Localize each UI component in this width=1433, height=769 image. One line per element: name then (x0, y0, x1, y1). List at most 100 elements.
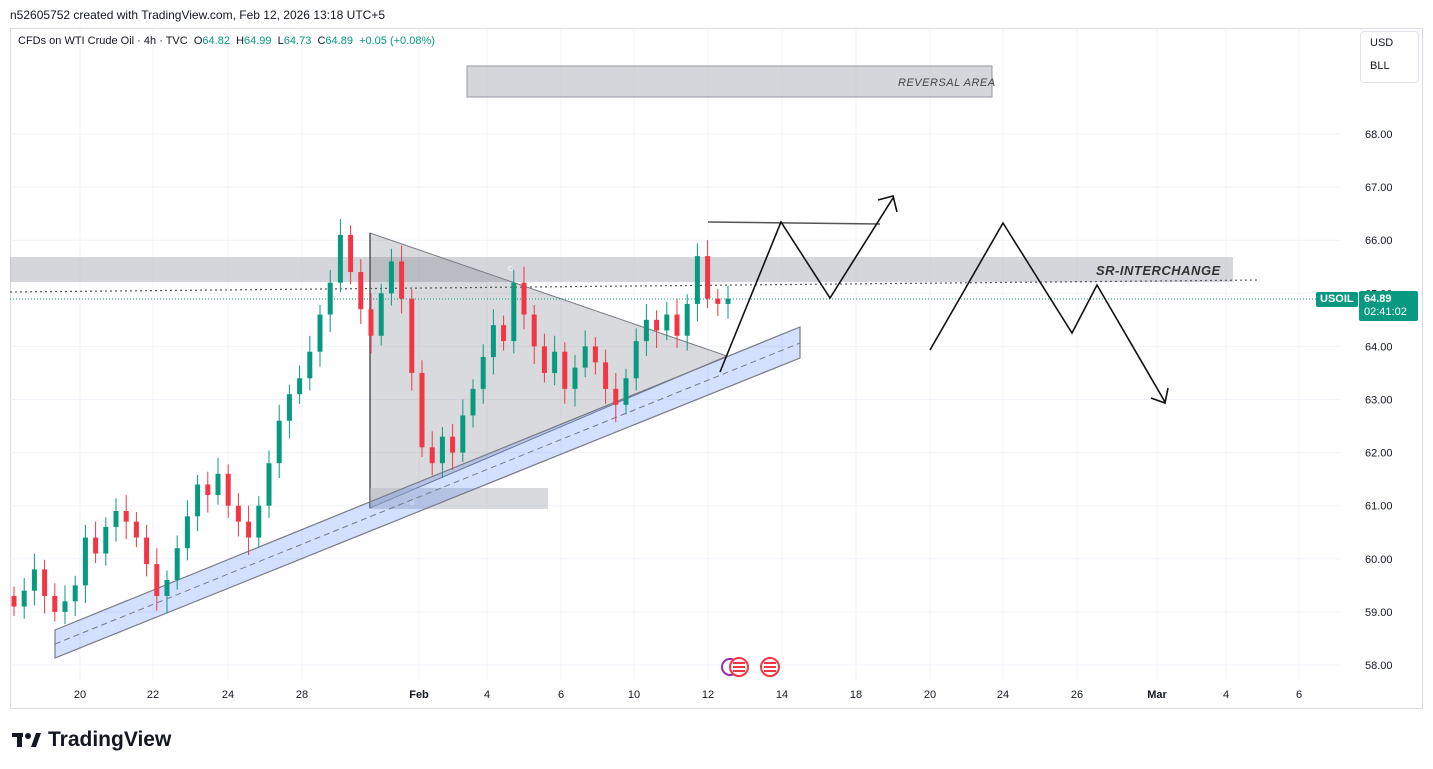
currency-unit-box[interactable]: USD BLL (1360, 31, 1419, 83)
candle-body (399, 261, 405, 299)
legend-close: 64.89 (325, 35, 353, 47)
candle-body (327, 282, 333, 315)
tradingview-logo-icon (12, 733, 41, 747)
sr-interchange-zone[interactable] (10, 257, 1233, 282)
candle-body (582, 346, 588, 368)
candle-body (358, 272, 364, 310)
candle-body (174, 548, 180, 581)
candle-body (266, 463, 272, 506)
candle-body (348, 234, 354, 273)
candle-body (694, 256, 700, 304)
tradingview-logo[interactable]: TradingView (12, 728, 171, 752)
legend-low: 64.73 (283, 35, 312, 47)
candle-body (592, 346, 598, 363)
x-tick-label: 26 (1071, 689, 1083, 701)
candle-body (725, 298, 731, 304)
x-tick-label: 18 (850, 689, 862, 701)
candle-body (643, 319, 649, 342)
last-price-value: 64.89 (1364, 293, 1392, 305)
candle-body (429, 447, 435, 464)
candle-body (256, 505, 262, 538)
candle-body (531, 314, 537, 347)
chart-frame[interactable] (10, 28, 1423, 709)
candle-body (490, 325, 496, 358)
candle-body (133, 521, 139, 538)
candle-body (317, 314, 323, 352)
candle-body (715, 298, 721, 304)
candle-body (378, 293, 384, 336)
legend-high: 64.99 (244, 35, 272, 47)
unit-label[interactable]: BLL (1370, 60, 1390, 72)
candle-body (684, 303, 690, 336)
point-c-label: C (508, 266, 513, 273)
candle-body (72, 585, 78, 602)
chart-credit: n52605752 created with TradingView.com, … (10, 8, 386, 22)
grid (10, 29, 1340, 680)
projection-path-1[interactable] (719, 197, 894, 373)
event-icons[interactable] (721, 657, 780, 677)
candle-body (623, 378, 629, 405)
legend-open: 64.82 (202, 35, 230, 47)
candle-body (450, 436, 456, 453)
candle-body (11, 595, 17, 607)
candle-body (144, 537, 150, 565)
rising-channel[interactable] (54, 326, 801, 659)
candle-body (235, 505, 241, 522)
candle-body (62, 601, 68, 612)
candle-body (113, 511, 119, 527)
candle-body (286, 394, 292, 421)
legend-close-label: C (317, 35, 326, 47)
y-tick-label: 59.00 (1365, 607, 1393, 619)
time-axis[interactable]: 20 22 24 28 Feb 4 6 10 12 14 18 20 24 26 Mar 4 6 (74, 689, 1302, 701)
candle-body (184, 516, 190, 549)
candle-body (52, 595, 58, 612)
arrowhead-1-icon (877, 195, 898, 213)
symbol-tag: USOIL (1316, 292, 1358, 307)
candle-body (337, 234, 343, 283)
legend-low-label: L (277, 35, 284, 47)
bar-countdown: 02:41:02 (1364, 306, 1407, 318)
candle-body (501, 325, 507, 342)
x-tick-label: 20 (74, 689, 86, 701)
candle-body (460, 415, 466, 453)
y-tick-label: 60.00 (1365, 554, 1393, 566)
x-tick-label: 6 (558, 689, 564, 701)
candle-body (123, 511, 129, 522)
last-price-tag: 64.89 02:41:02 (1359, 291, 1418, 321)
channel-midline (54, 342, 801, 645)
y-tick-label: 61.00 (1365, 501, 1393, 513)
chart-legend[interactable]: CFDs on WTI Crude Oil · 4h · TVC O64.82 … (18, 35, 435, 47)
candle-body (103, 526, 109, 554)
candle-body (21, 590, 27, 607)
candle-body (225, 473, 231, 506)
candle-body (552, 351, 558, 373)
candle-body (205, 484, 211, 496)
x-tick-label: 4 (484, 689, 490, 701)
legend-open-label: O (193, 35, 203, 47)
resistance-line[interactable] (707, 221, 881, 225)
candle-body (419, 372, 425, 448)
candle-body (215, 473, 221, 496)
candle-body (42, 569, 48, 596)
reversal-area-label: REVERSAL AREA (898, 77, 996, 89)
candle-body (603, 362, 609, 389)
price-axis[interactable]: 58.0059.0060.0061.0062.0063.0064.0065.00… (1365, 129, 1393, 672)
candle-body (276, 420, 282, 464)
y-tick-label: 58.00 (1365, 660, 1393, 672)
point-b-box[interactable] (370, 488, 548, 509)
candle-body (246, 521, 252, 538)
candle-body (705, 256, 711, 299)
candle-body (388, 261, 394, 294)
reversal-area-zone[interactable] (466, 65, 993, 98)
dotted-level-line (9, 279, 1261, 293)
candle-body (307, 351, 313, 379)
candle-body (409, 298, 415, 373)
candle-body (613, 388, 619, 405)
currency-label[interactable]: USD (1370, 37, 1394, 49)
y-tick-label: 68.00 (1365, 129, 1393, 141)
candle-body (664, 314, 670, 331)
point-b-label: B (410, 500, 415, 507)
candle-body (82, 537, 88, 586)
projection-path-2[interactable] (929, 221, 1166, 403)
